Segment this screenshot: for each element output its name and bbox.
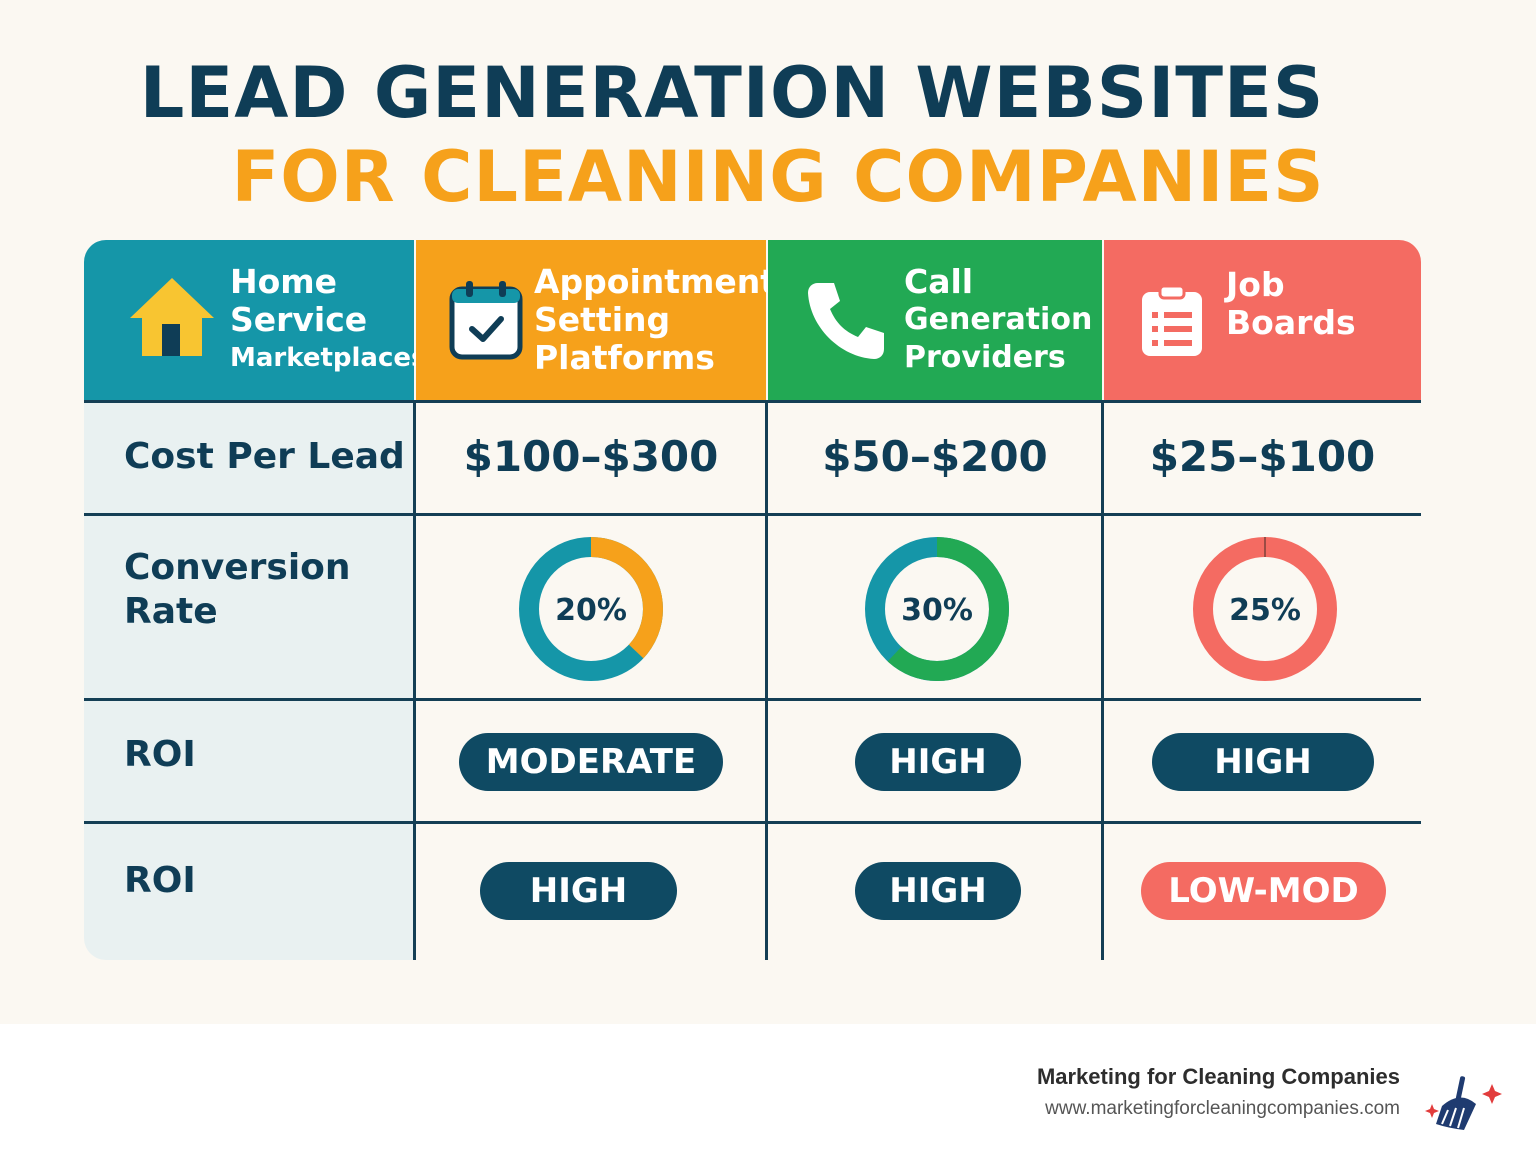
donut-fill-arc bbox=[865, 537, 1009, 681]
roi-badge: HIGH bbox=[855, 862, 1021, 920]
row-label-column bbox=[84, 402, 414, 960]
header-line: Boards bbox=[1226, 303, 1356, 342]
header-line: Call bbox=[904, 262, 974, 301]
column-header-label: Call Generation Providers bbox=[904, 263, 1092, 377]
row-label-conversion-rate: Conversion Rate bbox=[124, 546, 351, 634]
roi-badge: MODERATE bbox=[459, 733, 723, 791]
header-line: Setting bbox=[534, 300, 671, 339]
row-label-line: Conversion bbox=[124, 547, 351, 588]
calendar-check-icon bbox=[449, 281, 523, 360]
row-divider bbox=[84, 400, 1421, 403]
row-label-line: Rate bbox=[124, 591, 218, 632]
column-divider bbox=[765, 400, 768, 960]
row-label-roi: ROI bbox=[124, 860, 196, 901]
row-divider bbox=[84, 821, 1421, 824]
header-line: Marketplaces bbox=[230, 343, 427, 373]
page-subtitle: FOR CLEANING COMPANIES bbox=[231, 136, 1325, 218]
page-title: LEAD GENERATION WEBSITES bbox=[139, 52, 1325, 134]
column-header-home-service: Home Service Marketplaces bbox=[84, 240, 427, 400]
row-divider bbox=[84, 698, 1421, 701]
donut-fill-arc bbox=[519, 537, 663, 681]
column-header-label: Appointment Setting Platforms bbox=[534, 263, 776, 377]
cost-value: $25–$100 bbox=[1149, 432, 1376, 481]
header-line: Platforms bbox=[534, 338, 715, 377]
column-header-label: Job Boards bbox=[1226, 266, 1356, 342]
column-divider bbox=[1101, 400, 1104, 960]
broom-sparkle-icon bbox=[1425, 1076, 1502, 1130]
cost-value: $50–$200 bbox=[822, 432, 1048, 481]
footer-url[interactable]: www.marketingforcleaningcompanies.com bbox=[1045, 1098, 1400, 1119]
row-label-cost-per-lead: Cost Per Lead bbox=[124, 436, 405, 477]
conversion-donut: 20% bbox=[519, 537, 663, 681]
donut-label: 20% bbox=[555, 593, 627, 628]
roi-badge: HIGH bbox=[480, 862, 677, 920]
header-line: Home bbox=[230, 262, 338, 301]
donut-label: 25% bbox=[1229, 593, 1301, 628]
header-line: Appointment bbox=[534, 262, 777, 301]
column-header-job-boards: Job Boards bbox=[1104, 240, 1421, 400]
footer-brand: Marketing for Cleaning Companies bbox=[1036, 1064, 1400, 1089]
roi-badge: LOW-MOD bbox=[1141, 862, 1386, 920]
column-header-label: Home Service Marketplaces bbox=[230, 263, 427, 377]
conversion-donut: 30% bbox=[865, 537, 1009, 681]
roi-badge: HIGH bbox=[1152, 733, 1374, 791]
row-label-roi: ROI bbox=[124, 734, 196, 775]
header-line: Providers bbox=[904, 340, 1066, 375]
comparison-table: Home Service Marketplaces Appointment Se… bbox=[84, 240, 1421, 960]
footer bbox=[0, 1024, 1536, 1154]
column-header-appointment-setting: Appointment Setting Platforms bbox=[416, 240, 776, 400]
column-header-call-generation: Call Generation Providers bbox=[768, 240, 1102, 400]
cost-value: $100–$300 bbox=[463, 432, 719, 481]
header-line: Service bbox=[230, 300, 368, 339]
phone-icon bbox=[808, 283, 884, 359]
header-line: Generation bbox=[904, 302, 1093, 337]
header-line: Job bbox=[1226, 265, 1285, 304]
roi-badge: HIGH bbox=[855, 733, 1021, 791]
clipboard-list-icon bbox=[1142, 284, 1202, 356]
column-divider bbox=[413, 400, 416, 960]
conversion-donut: 25% bbox=[1193, 537, 1337, 681]
house-icon bbox=[130, 278, 214, 356]
donut-label: 30% bbox=[901, 593, 973, 628]
row-divider bbox=[84, 513, 1421, 516]
